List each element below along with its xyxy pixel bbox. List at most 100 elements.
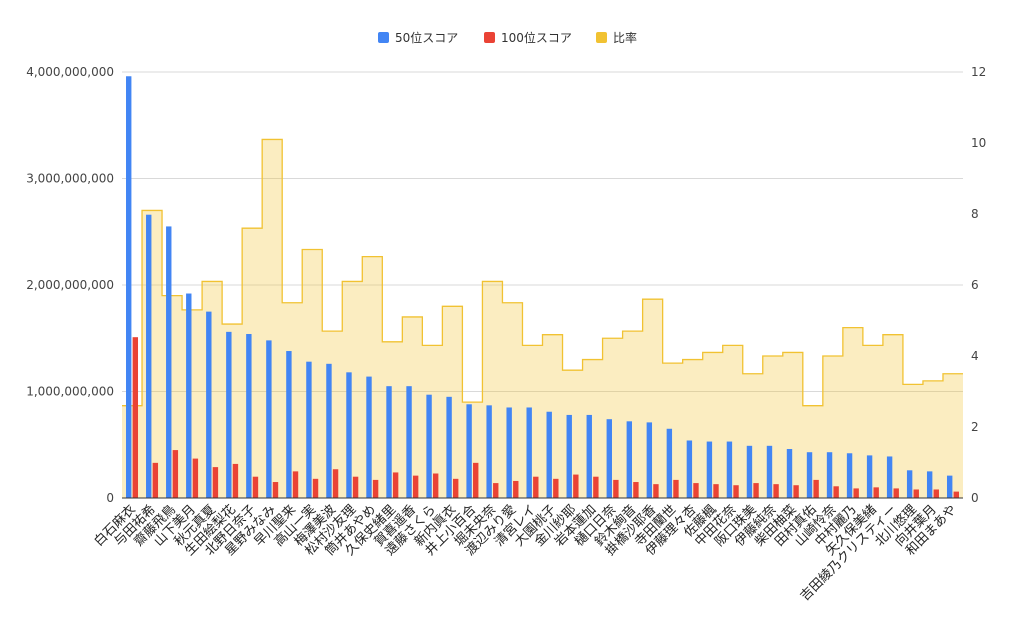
bar-score-100 — [733, 485, 739, 498]
bar-score-100 — [473, 462, 479, 498]
bar-score-50 — [146, 214, 152, 498]
bar-score-50 — [406, 386, 412, 498]
bar-score-100 — [292, 471, 299, 498]
right-tick-label: 6 — [971, 278, 979, 292]
left-tick-label: 4,000,000,000 — [26, 65, 114, 79]
bar-score-50 — [246, 333, 252, 498]
bar-score-100 — [613, 479, 619, 498]
legend-swatch-series-2 — [484, 32, 495, 43]
bar-score-50 — [826, 452, 833, 498]
bar-score-50 — [586, 414, 592, 498]
bar-score-50 — [426, 394, 432, 498]
bar-score-100 — [533, 476, 539, 498]
bar-score-100 — [192, 458, 199, 498]
bar-score-100 — [873, 487, 879, 498]
bar-score-50 — [706, 441, 713, 498]
left-axis-ticks: 0 1,000,000,000 2,000,000,000 3,000,000,000… — [26, 65, 114, 505]
legend-swatch-series-1 — [378, 32, 389, 43]
bar-score-100 — [332, 469, 339, 498]
bar-score-100 — [933, 489, 939, 498]
legend: 50位スコア 100位スコア 比率 — [378, 30, 637, 45]
bar-score-50 — [786, 449, 793, 498]
bar-score-100 — [513, 480, 519, 498]
right-axis-ticks: 0 2 4 6 8 10 12 — [971, 65, 986, 505]
bar-score-50 — [886, 456, 893, 498]
bar-score-100 — [452, 478, 459, 498]
bar-score-100 — [953, 491, 959, 498]
bar-score-100 — [412, 475, 419, 498]
bar-score-100 — [172, 450, 179, 498]
bar-score-50 — [486, 405, 492, 498]
bar-score-50 — [766, 445, 773, 498]
bar-score-100 — [713, 484, 719, 498]
bar-score-100 — [853, 488, 859, 498]
ratio-area-line — [122, 138, 963, 407]
ratio-area-fill — [122, 139, 963, 498]
bar-score-50 — [946, 475, 953, 498]
bar-score-100 — [372, 479, 379, 498]
bar-score-50 — [726, 441, 733, 498]
bar-score-50 — [306, 361, 312, 498]
bar-score-100 — [212, 467, 219, 498]
bar-score-100 — [252, 476, 259, 498]
bar-score-100 — [573, 474, 579, 498]
bar-score-100 — [312, 478, 319, 498]
bar-score-100 — [553, 478, 559, 498]
bar-score-50 — [566, 414, 572, 498]
bar-score-50 — [186, 293, 192, 498]
legend-swatch-series-3 — [596, 32, 607, 43]
bar-score-50 — [606, 419, 612, 498]
bar-score-100 — [633, 482, 639, 498]
bar-score-50 — [846, 453, 853, 498]
bar-score-50 — [926, 471, 933, 498]
bar-score-50 — [286, 351, 292, 498]
bar-score-50 — [626, 421, 633, 498]
bar-score-100 — [493, 483, 499, 498]
bar-score-50 — [206, 311, 212, 498]
left-tick-label: 3,000,000,000 — [26, 172, 114, 186]
bar-score-100 — [593, 476, 599, 498]
bar-score-100 — [793, 485, 799, 498]
bar-score-100 — [693, 483, 699, 498]
bar-score-50 — [366, 376, 372, 498]
bar-score-50 — [866, 455, 873, 498]
bar-score-50 — [906, 470, 913, 498]
bar-score-100 — [232, 463, 239, 498]
right-tick-label: 0 — [971, 491, 979, 505]
right-tick-label: 10 — [971, 136, 986, 150]
bar-score-50 — [266, 340, 272, 498]
bar-score-100 — [653, 484, 659, 498]
bar-score-100 — [272, 482, 279, 498]
legend-label-series-3: 比率 — [613, 30, 637, 45]
bar-score-50 — [806, 452, 813, 498]
bar-score-50 — [166, 226, 172, 499]
bar-score-50 — [666, 428, 673, 498]
category-labels: 白石麻衣与田祐希齋藤飛鳥山下美月秋元真夏生田絵梨花北野日奈子星野みなみ早川聖来高… — [91, 502, 960, 605]
ratio-area — [122, 138, 963, 498]
bar-score-50 — [526, 407, 532, 498]
bar-score-50 — [686, 440, 693, 498]
bar-score-100 — [753, 483, 759, 498]
right-tick-label: 8 — [971, 207, 979, 221]
right-tick-label: 2 — [971, 420, 979, 434]
bar-score-50 — [746, 445, 753, 498]
right-tick-label: 12 — [971, 65, 986, 79]
bar-score-100 — [813, 479, 819, 498]
bar-score-50 — [506, 407, 512, 498]
bar-score-100 — [773, 484, 779, 498]
bar-score-100 — [392, 472, 399, 498]
bar-score-100 — [833, 486, 839, 498]
legend-label-series-1: 50位スコア — [395, 30, 458, 45]
bar-score-50 — [386, 386, 392, 498]
bar-score-50 — [126, 76, 132, 498]
bars — [126, 76, 959, 499]
bar-score-100 — [152, 462, 159, 498]
bar-score-50 — [226, 331, 232, 498]
bar-score-50 — [346, 372, 352, 498]
bar-score-50 — [326, 363, 332, 498]
left-tick-label: 0 — [106, 491, 114, 505]
left-tick-label: 1,000,000,000 — [26, 385, 114, 399]
bar-score-50 — [546, 411, 552, 498]
bar-score-100 — [673, 479, 679, 498]
